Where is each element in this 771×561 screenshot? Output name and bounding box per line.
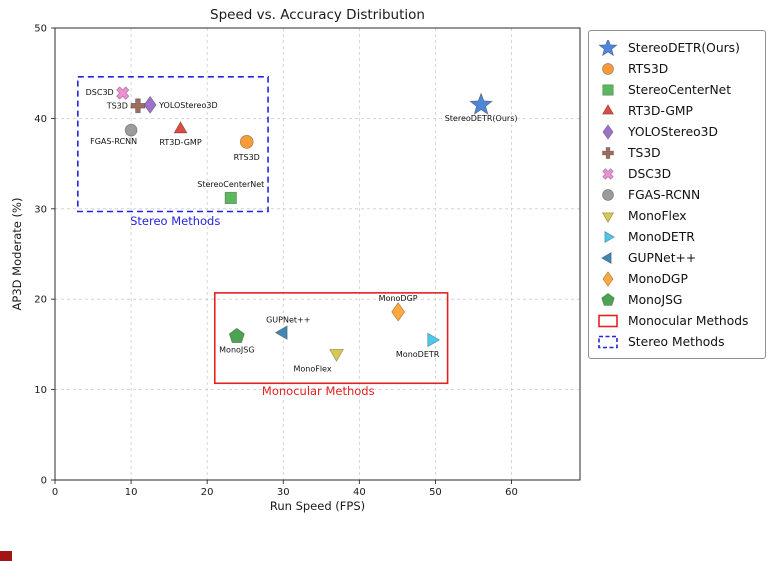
x-tick-label: 40: [353, 487, 366, 498]
x-tick-label: 0: [52, 487, 58, 498]
data-point-ts3d: TS3D: [106, 98, 146, 114]
data-point-monojsg: MonoJSG: [219, 327, 255, 354]
y-tick-label: 20: [34, 295, 47, 306]
legend-item-stereocenternet: StereoCenterNet: [597, 79, 757, 100]
data-point-gupnet: GUPNet++: [266, 316, 310, 341]
x-tick-label: 30: [277, 487, 290, 498]
legend-item-label: MonoDGP: [628, 271, 688, 286]
legend-item-label: GUPNet++: [628, 250, 697, 265]
y-tick-label: 40: [34, 114, 47, 125]
data-point-dsc3d: DSC3D: [86, 86, 130, 100]
legend-item-label: FGAS-RCNN: [628, 187, 701, 202]
legend-item-label: StereoDETR(Ours): [628, 40, 740, 55]
x-axis-label: Run Speed (FPS): [269, 499, 366, 513]
star-marker-icon: [598, 39, 618, 56]
triangle-down-marker-icon: [601, 211, 615, 223]
legend-item-label: RT3D-GMP: [628, 103, 693, 118]
triangle-up-marker-icon: [601, 103, 615, 115]
y-tick-label: 0: [41, 476, 47, 487]
data-point-monodetr: MonoDETR: [396, 332, 441, 359]
point-label-monodgp: MonoDGP: [379, 294, 418, 303]
legend-item-monojsg: MonoJSG: [597, 289, 757, 310]
data-point-monodgp: MonoDGP: [379, 294, 418, 322]
point-label-ts3d: TS3D: [106, 102, 128, 111]
point-label-stereocenternet: StereoCenterNet: [197, 180, 264, 189]
legend-item-label: Stereo Methods: [628, 334, 725, 349]
data-point-rts3d: RTS3D: [234, 135, 260, 162]
legend-item-label: RTS3D: [628, 61, 669, 76]
diamond-marker-icon: [602, 270, 614, 287]
region-box-stereo-methods: [77, 76, 269, 213]
data-point-fgas-rcnn: FGAS-RCNN: [90, 123, 138, 146]
data-point-yolostereo3d: YOLOStereo3D: [143, 95, 218, 114]
legend-item-monodetr: MonoDETR: [597, 226, 757, 247]
point-label-dsc3d: DSC3D: [86, 88, 114, 97]
legend-item-label: StereoCenterNet: [628, 82, 732, 97]
x-tick-label: 60: [505, 487, 518, 498]
region-label-stereo-methods: Stereo Methods: [130, 214, 220, 228]
legend-item-label: TS3D: [628, 145, 661, 160]
region-label-monocular-methods: Monocular Methods: [262, 384, 375, 398]
legend-item-ts3d: TS3D: [597, 142, 757, 163]
triangle-left-marker-icon: [600, 251, 612, 264]
point-label-monoflex: MonoFlex: [293, 364, 331, 373]
point-label-rt3d-gmp: RT3D-GMP: [159, 138, 201, 147]
x-tick-label: 10: [125, 487, 138, 498]
legend-item-label: MonoDETR: [628, 229, 695, 244]
x-tick-label: 50: [429, 487, 442, 498]
point-label-stereodetr-ours: StereoDETR(Ours): [445, 114, 518, 123]
circle-marker-icon: [602, 62, 614, 75]
point-label-monojsg: MonoJSG: [219, 345, 254, 354]
data-point-monoflex: MonoFlex: [293, 349, 344, 373]
y-tick-label: 30: [34, 204, 47, 215]
rect-marker-icon: [598, 314, 618, 327]
legend-item-yolostereo3d: YOLOStereo3D: [597, 121, 757, 142]
data-point-stereodetr-ours: StereoDETR(Ours): [445, 92, 518, 123]
x-marker-icon: [602, 167, 614, 180]
legend-item-rts3d: RTS3D: [597, 58, 757, 79]
legend-item-monoflex: MonoFlex: [597, 205, 757, 226]
legend-item-fgas-rcnn: FGAS-RCNN: [597, 184, 757, 205]
point-label-monodetr: MonoDETR: [396, 350, 440, 359]
corner-artifact: [0, 551, 12, 561]
rect-marker-icon: [598, 335, 618, 348]
legend-item-stereo-methods: Stereo Methods: [597, 331, 757, 352]
y-axis-label: AP3D Moderate (%): [10, 197, 24, 311]
legend-item-gupnet: GUPNet++: [597, 247, 757, 268]
point-label-fgas-rcnn: FGAS-RCNN: [90, 137, 137, 146]
pentagon-marker-icon: [601, 292, 615, 306]
plot-border: [54, 27, 581, 481]
x-tick-label: 20: [201, 487, 214, 498]
triangle-right-marker-icon: [604, 230, 616, 243]
data-point-stereocenternet: StereoCenterNet: [197, 180, 264, 205]
legend-item-monodgp: MonoDGP: [597, 268, 757, 289]
legend-items: StereoDETR(Ours) RTS3D StereoCenterNet RT3D…: [597, 37, 757, 352]
point-label-yolostereo3d: YOLOStereo3D: [158, 101, 218, 110]
legend-item-stereodetr-ours: StereoDETR(Ours): [597, 37, 757, 58]
region-box-monocular-methods: [213, 292, 449, 385]
legend-item-label: Monocular Methods: [628, 313, 749, 328]
legend: StereoDETR(Ours) RTS3D StereoCenterNet RT3D…: [588, 30, 766, 359]
plus-marker-icon: [602, 146, 614, 159]
legend-item-dsc3d: DSC3D: [597, 163, 757, 184]
diamond-marker-icon: [602, 123, 614, 140]
legend-item-label: DSC3D: [628, 166, 672, 181]
legend-item-monocular-methods: Monocular Methods: [597, 310, 757, 331]
legend-item-label: MonoFlex: [628, 208, 687, 223]
y-tick-label: 10: [34, 385, 47, 396]
legend-item-rt3d-gmp: RT3D-GMP: [597, 100, 757, 121]
point-label-gupnet: GUPNet++: [266, 316, 310, 325]
data-point-rt3d-gmp: RT3D-GMP: [159, 121, 202, 147]
point-label-rts3d: RTS3D: [234, 153, 260, 162]
y-tick-label: 50: [34, 24, 47, 35]
legend-item-label: MonoJSG: [628, 292, 683, 307]
chart-title: Speed vs. Accuracy Distribution: [210, 7, 425, 23]
square-marker-icon: [602, 83, 614, 96]
circle-marker-icon: [602, 188, 614, 201]
legend-item-label: YOLOStereo3D: [628, 124, 718, 139]
